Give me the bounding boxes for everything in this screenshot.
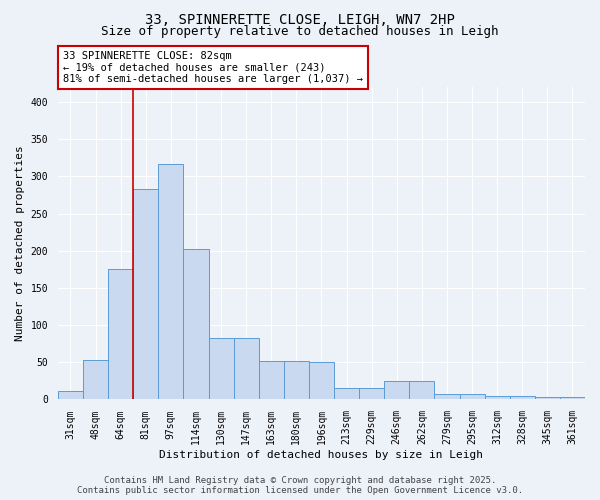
Bar — [384, 381, 409, 400]
Bar — [560, 397, 585, 400]
Text: Contains HM Land Registry data © Crown copyright and database right 2025.
Contai: Contains HM Land Registry data © Crown c… — [77, 476, 523, 495]
Text: 33, SPINNERETTE CLOSE, LEIGH, WN7 2HP: 33, SPINNERETTE CLOSE, LEIGH, WN7 2HP — [145, 12, 455, 26]
Bar — [485, 396, 510, 400]
Bar — [409, 381, 434, 400]
Bar — [510, 396, 535, 400]
Bar — [209, 338, 233, 400]
Bar — [434, 394, 460, 400]
Bar — [284, 361, 309, 400]
Bar — [359, 388, 384, 400]
Text: Size of property relative to detached houses in Leigh: Size of property relative to detached ho… — [101, 25, 499, 38]
Y-axis label: Number of detached properties: Number of detached properties — [15, 146, 25, 341]
Bar — [233, 338, 259, 400]
Bar — [83, 360, 108, 400]
Bar — [184, 249, 209, 400]
Bar — [460, 394, 485, 400]
Text: 33 SPINNERETTE CLOSE: 82sqm
← 19% of detached houses are smaller (243)
81% of se: 33 SPINNERETTE CLOSE: 82sqm ← 19% of det… — [63, 50, 363, 84]
Bar — [259, 361, 284, 400]
Bar — [535, 397, 560, 400]
Bar — [309, 362, 334, 400]
Bar — [58, 390, 83, 400]
Bar — [133, 189, 158, 400]
Bar — [108, 268, 133, 400]
X-axis label: Distribution of detached houses by size in Leigh: Distribution of detached houses by size … — [160, 450, 484, 460]
Bar — [158, 164, 184, 400]
Bar — [334, 388, 359, 400]
